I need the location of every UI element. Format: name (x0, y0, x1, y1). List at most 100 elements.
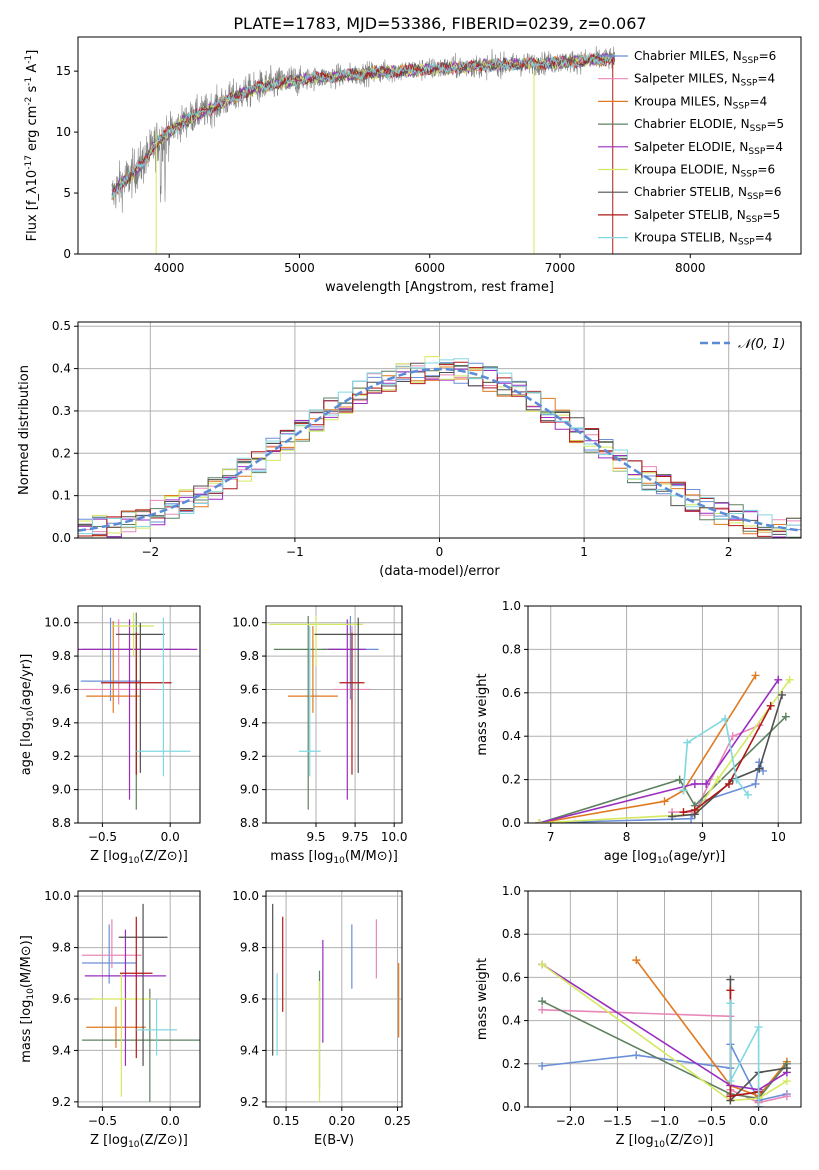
x-tick-label: 5000 (284, 261, 315, 275)
y-tick-label: 0.6 (502, 970, 521, 984)
plus-marker (679, 786, 688, 795)
weight-line (539, 674, 757, 823)
y-tick-label: 0.6 (502, 686, 521, 700)
x-tick-label: 9.5 (306, 830, 325, 844)
x-axis-label: Z [log10(Z/Z⊙)] (616, 1133, 714, 1150)
histogram-step (78, 362, 801, 535)
y-tick-label: 0.5 (52, 319, 71, 333)
plus-marker (778, 690, 787, 699)
y-tick-label: 9.6 (240, 992, 259, 1006)
gaussian-curve (78, 367, 801, 532)
plus-marker (782, 1064, 791, 1073)
plus-marker (726, 986, 735, 995)
x-tick-label: 10 (771, 830, 786, 844)
x-tick-label: 8000 (675, 261, 706, 275)
x-tick-label: 9.75 (342, 830, 369, 844)
y-tick-label: 9.8 (240, 941, 259, 955)
spectrum-model-line (111, 53, 615, 198)
weight-vs-Z-panel: −2.0 −1.5 −1.0 −0.5 0.0 0.0 0.2 0.4 0.6 0.8 1.0 Z [… (475, 884, 802, 1150)
x-axis-label: Z [log10(Z/Z⊙)] (90, 849, 188, 866)
plus-marker (683, 738, 692, 747)
weight-line (539, 679, 779, 823)
plus-marker (675, 775, 684, 784)
y-tick-label: 1.0 (502, 599, 521, 613)
plus-marker (632, 1051, 641, 1060)
axes-frame (77, 605, 201, 824)
y-tick-label: 0.4 (52, 362, 71, 376)
x-tick-label: 0.15 (273, 1114, 300, 1128)
x-tick-label: −0.5 (88, 830, 117, 844)
y-tick-label: 9.6 (240, 682, 259, 696)
legend-label: Chabrier ELODIE, NSSP=5 (634, 117, 784, 134)
y-tick-label: 8.8 (240, 816, 259, 830)
weight-line (729, 1003, 760, 1107)
spectrum-panel: 4000 5000 6000 7000 8000 0 5 10 15 wavelength [An… (24, 36, 802, 295)
weight-line (539, 716, 787, 823)
y-tick-label: 9.8 (52, 649, 71, 663)
x-tick-label: 0.0 (161, 830, 180, 844)
residuals-plot-area (78, 356, 801, 538)
x-axis-label: Z [log10(Z/Z⊙)] (90, 1133, 188, 1150)
plus-marker (690, 779, 699, 788)
plus-marker (782, 1077, 791, 1086)
y-tick-label: 0.2 (502, 773, 521, 787)
plus-marker (668, 812, 677, 821)
legend-label: Salpeter ELODIE, NSSP=4 (634, 140, 783, 157)
y-tick-label: 9.2 (240, 1095, 259, 1109)
y-tick-label: 9.4 (52, 1043, 71, 1057)
x-tick-label: 2 (725, 545, 733, 559)
errorbar-plot-area (269, 616, 402, 810)
weight-line (635, 959, 788, 1098)
legend-label: Salpeter MILES, NSSP=4 (634, 72, 775, 89)
x-tick-label: −1.0 (650, 1114, 679, 1128)
y-axis-label: age [log10(age/yr)] (19, 654, 36, 776)
y-tick-label: 0.3 (52, 404, 71, 418)
age-vs-mass-panel: 9.5 9.75 10.0 8.8 9.0 9.2 9.4 9.6 9.8 10.0 mass [l… (232, 605, 408, 866)
x-tick-label: 10.0 (381, 830, 408, 844)
legend-label: Chabrier MILES, NSSP=6 (634, 49, 776, 66)
plus-marker (726, 975, 735, 984)
y-tick-label: 0.1 (52, 489, 71, 503)
y-tick-label: 0.0 (502, 1100, 521, 1114)
y-tick-label: 0.2 (502, 1057, 521, 1071)
spectrum-model-line (111, 53, 615, 199)
y-tick-label: 9.0 (52, 783, 71, 797)
weight-line (683, 705, 772, 813)
plus-marker (782, 1092, 791, 1101)
y-tick-label: 10.0 (44, 616, 71, 630)
legend-label: Kroupa ELODIE, NSSP=6 (634, 163, 775, 180)
y-tick-label: 9.6 (52, 992, 71, 1006)
mass-vs-ebv-panel: 0.15 0.20 0.25 9.2 9.4 9.6 9.8 10.0 E(B-V) (232, 889, 411, 1148)
residuals-panel: −2 −1 0 1 2 0.0 0.1 0.2 0.3 0.4 0.5 (data-model)/er… (17, 319, 802, 579)
y-tick-label: 8.8 (52, 816, 71, 830)
y-axis-label: mass [log10(M/M⊙)] (19, 935, 36, 1063)
plus-marker (785, 675, 794, 684)
y-tick-label: 0.2 (52, 446, 71, 460)
plus-marker (702, 779, 711, 788)
x-tick-label: 9 (699, 830, 707, 844)
x-tick-label: 7000 (545, 261, 576, 275)
plus-marker (538, 1061, 547, 1070)
x-tick-label: 1 (580, 545, 588, 559)
plus-marker (732, 775, 741, 784)
plus-marker (743, 790, 752, 799)
y-tick-label: 9.2 (240, 749, 259, 763)
y-axis-label: Normed distribution (17, 365, 32, 495)
plus-marker (726, 1077, 735, 1086)
y-tick-label: 0.4 (502, 729, 521, 743)
axes-frame (265, 890, 403, 1108)
y-axis-label: mass weight (475, 673, 490, 755)
plus-marker (766, 701, 775, 710)
weight-line (541, 963, 788, 1102)
y-axis-label: Flux [f_λ10-17 erg cm-2 s-1 A-1] (24, 50, 40, 242)
plus-marker (721, 714, 730, 723)
legend-label: Salpeter STELIB, NSSP=5 (634, 208, 780, 225)
plus-marker (754, 1103, 763, 1107)
plus-marker (713, 775, 722, 784)
x-tick-label: 7 (547, 830, 555, 844)
plus-marker (538, 997, 547, 1006)
plus-marker (728, 732, 737, 741)
x-tick-label: −0.5 (88, 1114, 117, 1128)
legend-label: Kroupa MILES, NSSP=4 (634, 94, 767, 111)
